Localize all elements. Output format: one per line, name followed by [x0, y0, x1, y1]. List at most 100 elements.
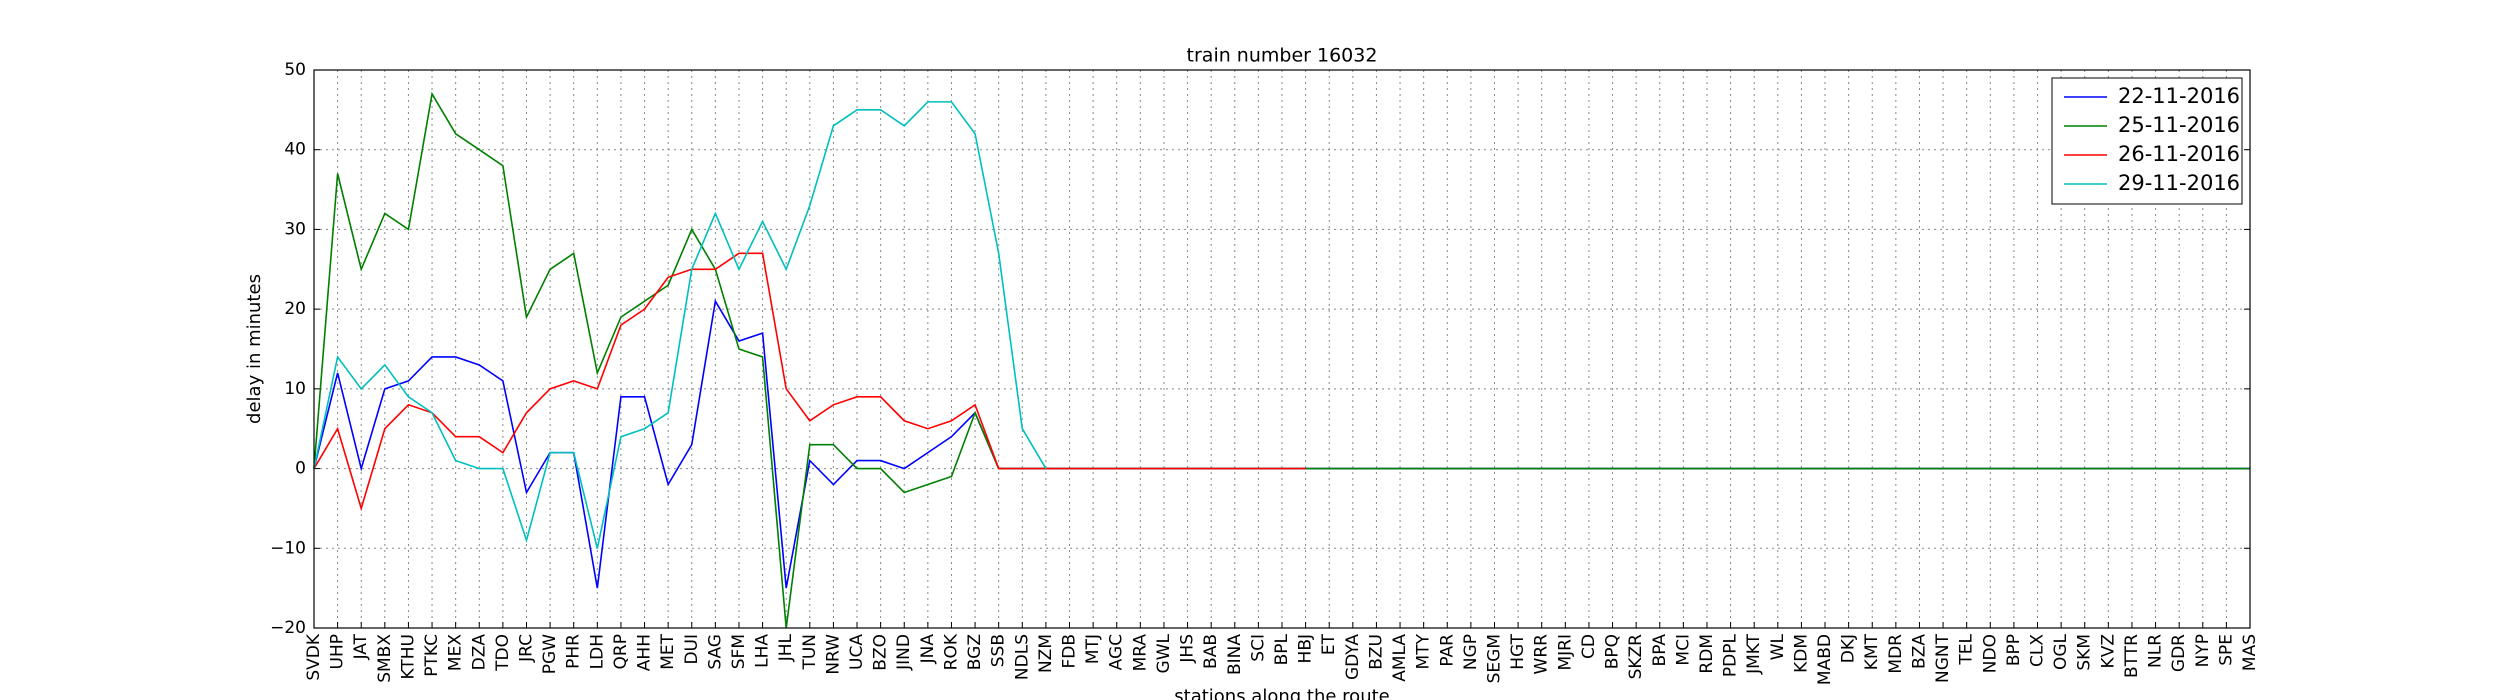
legend: 22-11-2016 25-11-2016 26-11-2016 29-11-2016	[2051, 77, 2243, 205]
x-tick-label: SVDK	[304, 633, 324, 681]
x-axis-label: stations along the route	[1174, 686, 1389, 700]
y-tick-label: 10	[284, 379, 306, 399]
x-tick-label: DZA	[469, 634, 489, 671]
x-tick-label: WRR	[1532, 634, 1552, 675]
x-tick-label: NZM	[1036, 634, 1056, 673]
x-tick-label: BPP	[2004, 634, 2024, 666]
legend-label: 26-11-2016	[2118, 142, 2240, 166]
x-tick-label: GDYA	[1343, 634, 1363, 680]
x-tick-label: SKZR	[1626, 634, 1646, 680]
x-tick-label: SPE	[2216, 634, 2236, 666]
y-tick-label: 20	[284, 299, 306, 319]
x-tick-label: SMBX	[375, 634, 395, 683]
x-tick-label: NGNT	[1933, 633, 1953, 683]
legend-label: 29-11-2016	[2118, 171, 2240, 195]
x-tick-label: OGL	[2051, 633, 2071, 670]
x-tick-label: MDR	[1886, 634, 1906, 674]
x-tick-label: CD	[1579, 634, 1599, 659]
x-tick-label: TDO	[493, 634, 513, 672]
y-tick-label: 50	[284, 60, 306, 80]
x-tick-label: KTHU	[398, 634, 418, 679]
x-tick-label: LDH	[587, 634, 607, 669]
y-tick-label: 30	[284, 219, 306, 239]
x-tick-label: MTY	[1414, 633, 1434, 669]
x-tick-label: PAR	[1437, 634, 1457, 667]
x-tick-label: NLR	[2146, 634, 2166, 668]
x-tick-label: SFM	[729, 634, 749, 669]
legend-label: 22-11-2016	[2118, 84, 2240, 108]
x-tick-label: JHS	[1178, 634, 1198, 664]
x-tick-label: KVZ	[2098, 634, 2118, 668]
y-tick-label: −20	[270, 618, 306, 638]
y-tick-label: −10	[270, 538, 306, 558]
x-tick-label: TUN	[800, 634, 820, 671]
x-tick-label: BPL	[1272, 633, 1292, 665]
x-tick-label: AHH	[635, 634, 655, 671]
x-tick-label: MTJ	[1083, 634, 1103, 664]
x-tick-label: SSB	[989, 634, 1009, 667]
x-tick-label: PGW	[540, 634, 560, 674]
x-tick-label: TEL	[1957, 633, 1977, 665]
x-tick-label: BTTR	[2122, 634, 2142, 678]
legend-box	[2051, 77, 2243, 205]
x-tick-label: MEX	[446, 634, 466, 671]
y-tick-label: 0	[295, 459, 306, 479]
x-tick-label: SEGM	[1484, 634, 1504, 683]
x-tick-label: BZA	[1909, 634, 1929, 669]
x-tick-label: MRA	[1130, 634, 1150, 672]
x-tick-label: NYP	[2193, 634, 2213, 667]
y-axis-label: delay in minutes	[244, 274, 265, 424]
x-tick-label: ROK	[941, 633, 961, 670]
x-tick-label: GDR	[2169, 634, 2189, 672]
chart-title: train number 16032	[1187, 45, 1378, 67]
x-tick-label: ET	[1319, 633, 1339, 655]
x-tick-label: PHR	[564, 634, 584, 669]
x-tick-label: UCA	[847, 634, 867, 670]
x-tick-label: GWL	[1154, 633, 1174, 673]
x-tick-label: RDM	[1697, 634, 1717, 674]
x-tick-label: DKJ	[1839, 634, 1859, 663]
x-tick-label: MAS	[2240, 634, 2260, 671]
x-tick-label: MCI	[1673, 634, 1693, 666]
x-tick-label: SCI	[1248, 634, 1268, 662]
x-tick-label: BZU	[1366, 634, 1386, 670]
x-tick-label: MABD	[1815, 634, 1835, 685]
plot-frame	[313, 69, 2251, 629]
x-tick-label: NDLS	[1012, 634, 1032, 680]
x-tick-label: NGP	[1461, 634, 1481, 670]
x-tick-label: AMLA	[1390, 634, 1410, 682]
x-tick-label: BGZ	[965, 634, 985, 670]
x-tick-label: BAB	[1201, 634, 1221, 669]
x-tick-label: BINA	[1225, 634, 1245, 675]
data-line	[313, 101, 1047, 549]
x-tick-label: AGC	[1107, 634, 1127, 670]
x-tick-label: NDO	[1980, 634, 2000, 673]
x-tick-label: PDPL	[1721, 633, 1741, 677]
x-tick-label: KMT	[1862, 633, 1882, 670]
x-tick-label: SKM	[2075, 634, 2095, 671]
x-tick-label: LHA	[753, 634, 773, 668]
x-tick-label: SAG	[705, 634, 725, 670]
x-tick-label: WL	[1768, 633, 1788, 660]
y-tick-label: 40	[284, 140, 306, 160]
x-tick-label: JHL	[776, 633, 796, 662]
x-tick-label: MJRI	[1555, 634, 1575, 671]
x-tick-label: JNA	[918, 634, 938, 665]
x-tick-label: JAT	[351, 633, 371, 660]
x-tick-label: CLX	[2028, 634, 2048, 667]
x-tick-label: JRC	[516, 634, 536, 663]
data-line	[313, 252, 1306, 512]
x-tick-label: FDB	[1060, 634, 1080, 669]
legend-label: 25-11-2016	[2118, 113, 2240, 137]
x-tick-label: HGT	[1508, 633, 1528, 669]
x-tick-label: BZO	[871, 634, 891, 671]
x-tick-label: QRP	[611, 634, 631, 669]
x-tick-label: BPA	[1650, 634, 1670, 667]
x-tick-label: PTKC	[422, 634, 442, 677]
x-tick-label: DUI	[682, 634, 702, 665]
x-tick-label: JMKT	[1744, 633, 1764, 675]
x-tick-label: JIND	[894, 634, 914, 671]
x-tick-label: UHP	[328, 634, 348, 669]
